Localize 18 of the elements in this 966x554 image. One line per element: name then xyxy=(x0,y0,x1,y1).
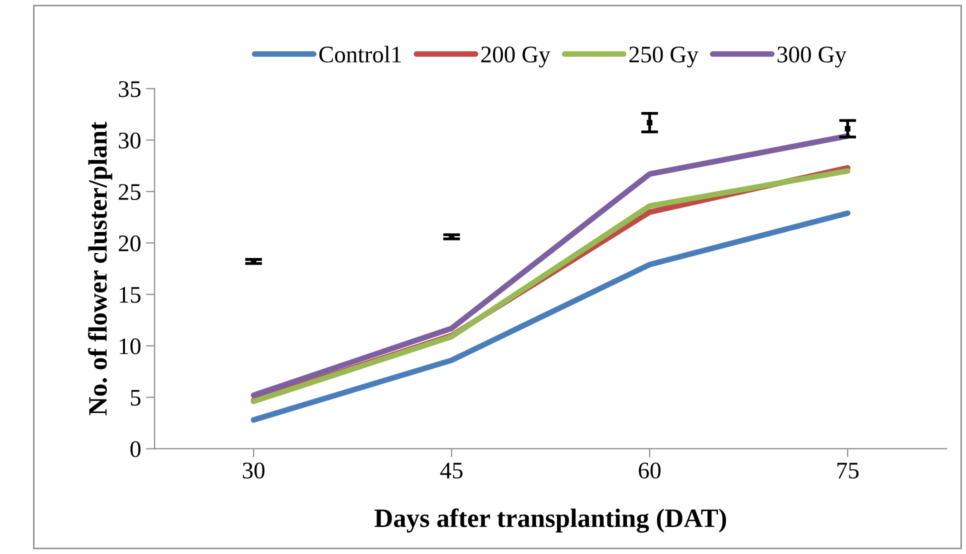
x-tick-label: 75 xyxy=(837,462,859,479)
x-tick-label: 45 xyxy=(440,462,462,479)
y-tick-label: 30 xyxy=(118,132,140,149)
y-tick-label: 5 xyxy=(130,390,140,406)
y-tick-label: 15 xyxy=(120,287,140,303)
y-tick-label: 35 xyxy=(118,81,140,98)
legend-label: 300 Gy xyxy=(778,46,847,68)
y-tick-label: 10 xyxy=(120,338,140,354)
y-tick-label: 25 xyxy=(118,184,140,200)
x-tick-label: 60 xyxy=(638,462,661,479)
x-axis-title: Days after transplanting (DAT) xyxy=(374,508,726,533)
legend-label: 200 Gy xyxy=(481,46,550,68)
y-tick-label: 20 xyxy=(118,235,140,252)
legend-label: Control1 xyxy=(319,46,401,63)
legend-label: 250 Gy xyxy=(629,46,698,68)
x-tick-label: 30 xyxy=(242,462,264,479)
y-axis-title: No. of flower cluster/plant xyxy=(88,122,112,416)
y-tick-label: 0 xyxy=(130,441,140,458)
